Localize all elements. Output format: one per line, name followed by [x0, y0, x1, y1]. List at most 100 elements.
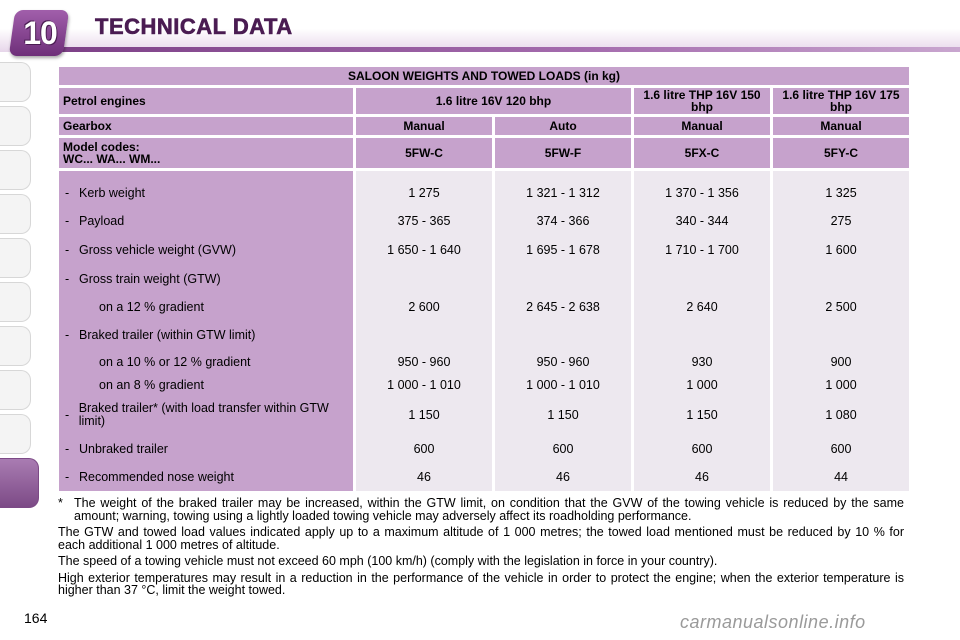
chapter-tab[interactable]	[0, 194, 31, 234]
model-codes-line-2: WC... WA... WM...	[63, 152, 161, 166]
row-value: 1 600	[825, 243, 857, 257]
altitude-note: The GTW and towed load values indicated …	[58, 525, 904, 552]
row-dash: -	[65, 408, 70, 422]
row-label: - Gross train weight (GTW)	[59, 265, 353, 293]
row-value: 1 150	[547, 408, 579, 422]
gearbox-label: Gearbox	[59, 117, 353, 135]
row-value	[356, 321, 492, 349]
engine-3: 1.6 litre THP 16V 175 bhp	[773, 88, 910, 114]
row-value: 2 500	[825, 300, 857, 314]
row-value	[495, 265, 631, 293]
row-value: 1 370 - 1 356	[665, 186, 739, 200]
row-value: 44	[834, 470, 848, 484]
gearbox-3: Manual	[634, 117, 770, 135]
chapter-tab[interactable]	[0, 150, 31, 190]
row-label-text: on a 12 % gradient	[99, 299, 204, 314]
row-label-text: Gross train weight (GTW)	[79, 271, 221, 286]
footnote-text: The weight of the braked trailer may be …	[74, 496, 904, 523]
weights-table: SALOON WEIGHTS AND TOWED LOADS (in kg) P…	[56, 64, 912, 494]
row-value: 1 150	[686, 408, 718, 422]
row-label: - Braked trailer (within GTW limit)	[59, 321, 353, 349]
row-value	[773, 265, 909, 293]
gearbox-4: Manual	[773, 117, 910, 135]
chapter-tab-active[interactable]	[0, 458, 39, 508]
row-value: 900	[830, 355, 852, 369]
row-label-text: Gross vehicle weight (GVW)	[79, 242, 236, 257]
row-value: 340 - 344	[675, 214, 729, 228]
chapter-tab[interactable]	[0, 238, 31, 278]
row-label: - Braked trailer* (with load transfer wit…	[59, 395, 353, 435]
row-value: 1 275	[408, 186, 440, 200]
chapter-tab[interactable]	[0, 282, 31, 322]
row-value: 950 - 960	[536, 355, 590, 369]
row-value	[773, 321, 909, 349]
row-value: 46	[417, 470, 431, 484]
page-number: 164	[24, 610, 48, 626]
row-label: - Payload	[59, 207, 353, 235]
row-dash: -	[65, 214, 70, 228]
row-dash: -	[65, 243, 70, 257]
chapter-number: 10	[23, 15, 58, 51]
speed-note: The speed of a towing vehicle must not e…	[58, 554, 718, 568]
row-value: 375 - 365	[397, 214, 451, 228]
chapter-tab[interactable]	[0, 414, 31, 454]
chapter-tab[interactable]	[0, 106, 31, 146]
chapter-side-tabs	[0, 62, 39, 512]
values-column-1: 1 275 375 - 365 1 650 - 1 640 2 600 950 - 96…	[356, 171, 492, 491]
temperature-note: High exterior temperatures may result in…	[58, 570, 904, 597]
row-value: 1 150	[408, 408, 440, 422]
row-labels-column: - Kerb weight - Payload - Gross vehicle weigh…	[59, 171, 353, 491]
row-value: 1 650 - 1 640	[387, 243, 461, 257]
row-value: 2 600	[408, 300, 440, 314]
values-column-4: 1 325 275 1 600 2 500 900 1 000 1 080 600 44	[773, 171, 910, 491]
row-value: 1 000 - 1 010	[387, 378, 461, 392]
row-value: 1 000	[686, 378, 718, 392]
engine-1: 1.6 litre 16V 120 bhp	[356, 88, 631, 114]
row-label: - Recommended nose weight	[59, 463, 353, 491]
row-label-text: Unbraked trailer	[79, 441, 168, 456]
row-value: 1 695 - 1 678	[526, 243, 600, 257]
row-value: 930	[691, 355, 713, 369]
footnote-symbol: *	[58, 496, 63, 510]
row-label: on a 10 % or 12 % gradient	[59, 349, 353, 375]
footnote: * The weight of the braked trailer may b…	[58, 497, 904, 522]
gearbox-1: Manual	[356, 117, 492, 135]
row-label: - Gross vehicle weight (GVW)	[59, 235, 353, 265]
engine-label: Petrol engines	[59, 88, 353, 114]
row-value: 1 000	[825, 378, 857, 392]
row-value	[495, 321, 631, 349]
row-value: 950 - 960	[397, 355, 451, 369]
row-label-text: Recommended nose weight	[79, 469, 234, 484]
chapter-tab[interactable]	[0, 62, 31, 102]
values-column-2: 1 321 - 1 312 374 - 366 1 695 - 1 678 2 645…	[495, 171, 631, 491]
row-value: 275	[830, 214, 852, 228]
row-value: 46	[695, 470, 709, 484]
row-value: 1 080	[825, 408, 857, 422]
model-2: 5FW-F	[495, 138, 631, 168]
row-dash: -	[65, 328, 70, 342]
chapter-tab[interactable]	[0, 326, 31, 366]
row-label-text: on an 8 % gradient	[99, 377, 204, 392]
row-value	[634, 321, 770, 349]
row-value: 2 645 - 2 638	[526, 300, 600, 314]
row-value	[356, 265, 492, 293]
row-value: 600	[691, 442, 713, 456]
row-value: 1 325	[825, 186, 857, 200]
row-value: 600	[830, 442, 852, 456]
chapter-tab[interactable]	[0, 370, 31, 410]
page-header: 10 TECHNICAL DATA	[0, 0, 960, 56]
row-dash: -	[65, 470, 70, 484]
watermark: carmanualsonline.info	[680, 612, 866, 632]
row-value: 2 640	[686, 300, 718, 314]
row-value: 600	[413, 442, 435, 456]
row-label-text: Braked trailer (within GTW limit)	[79, 327, 256, 342]
row-dash: -	[65, 442, 70, 456]
row-label-text: Kerb weight	[79, 185, 146, 200]
row-dash: -	[65, 186, 70, 200]
row-label-text: Payload	[79, 213, 125, 228]
row-label-text: Braked trailer* (with load transfer with…	[78, 401, 329, 428]
row-label: on a 12 % gradient	[59, 293, 353, 321]
row-label: on an 8 % gradient	[59, 375, 353, 395]
page-title: TECHNICAL DATA	[95, 14, 293, 40]
model-4: 5FY-C	[773, 138, 910, 168]
